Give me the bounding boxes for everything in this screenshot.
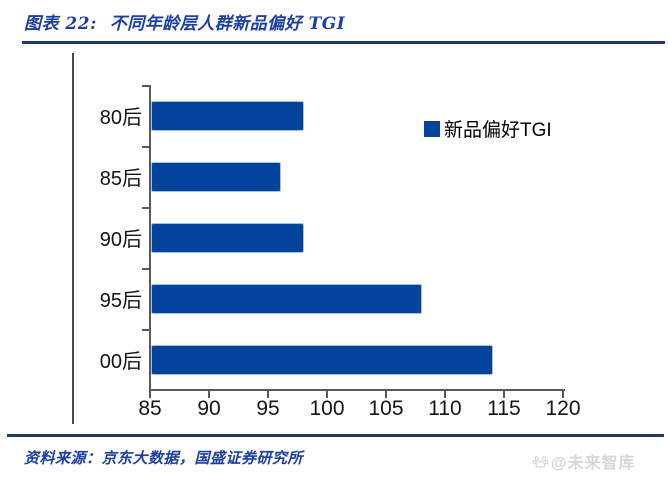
x-axis-tick-label: 110 xyxy=(428,397,462,420)
x-axis-tick xyxy=(385,389,387,398)
x-axis-tick xyxy=(326,389,328,398)
x-axis-tick xyxy=(444,389,446,398)
x-axis-tick-label: 120 xyxy=(545,397,581,420)
x-axis-line xyxy=(149,389,565,391)
source-note: 资料来源：京东大数据，国盛证券研究所 xyxy=(24,449,304,467)
category-label: 90后 xyxy=(99,229,142,251)
x-axis-tick xyxy=(208,389,210,398)
x-axis-tick xyxy=(562,389,564,398)
figure-left-border xyxy=(72,53,74,424)
watermark: @未来智库 xyxy=(532,449,636,473)
legend: 新品偏好TGI xyxy=(424,115,552,142)
x-axis-tick-label: 95 xyxy=(256,397,280,420)
watermark-text: @未来智库 xyxy=(551,455,636,472)
y-axis-tick xyxy=(142,146,150,148)
x-axis-tick-label: 85 xyxy=(138,397,162,420)
y-axis-tick xyxy=(142,329,150,331)
x-axis-tick-label: 100 xyxy=(309,397,345,420)
bar-95后 xyxy=(151,283,423,314)
paw-icon xyxy=(532,455,549,468)
y-axis-tick xyxy=(142,268,150,270)
top-divider xyxy=(22,41,665,44)
x-axis-tick xyxy=(267,389,269,398)
x-axis-tick-label: 115 xyxy=(487,397,521,420)
legend-swatch-icon xyxy=(424,120,440,137)
bottom-divider xyxy=(7,434,664,437)
bar-00后 xyxy=(151,344,494,375)
category-label: 95后 xyxy=(99,290,142,312)
category-label: 80后 xyxy=(99,107,142,129)
y-axis-line xyxy=(149,85,151,391)
category-label: 85后 xyxy=(99,168,142,190)
y-axis-tick xyxy=(142,85,150,87)
bar-85后 xyxy=(151,161,281,192)
bar-80后 xyxy=(151,100,305,131)
figure-title: 图表 22: 不同年龄层人群新品偏好 TGI xyxy=(24,14,346,34)
x-axis-tick-label: 90 xyxy=(197,397,221,420)
bar-90后 xyxy=(151,222,305,253)
x-axis-tick xyxy=(149,389,151,398)
legend-label: 新品偏好TGI xyxy=(444,120,552,141)
x-axis-tick-label: 105 xyxy=(368,397,404,420)
x-axis-tick xyxy=(503,389,505,398)
category-label: 00后 xyxy=(99,351,142,373)
y-axis-tick xyxy=(142,207,150,209)
